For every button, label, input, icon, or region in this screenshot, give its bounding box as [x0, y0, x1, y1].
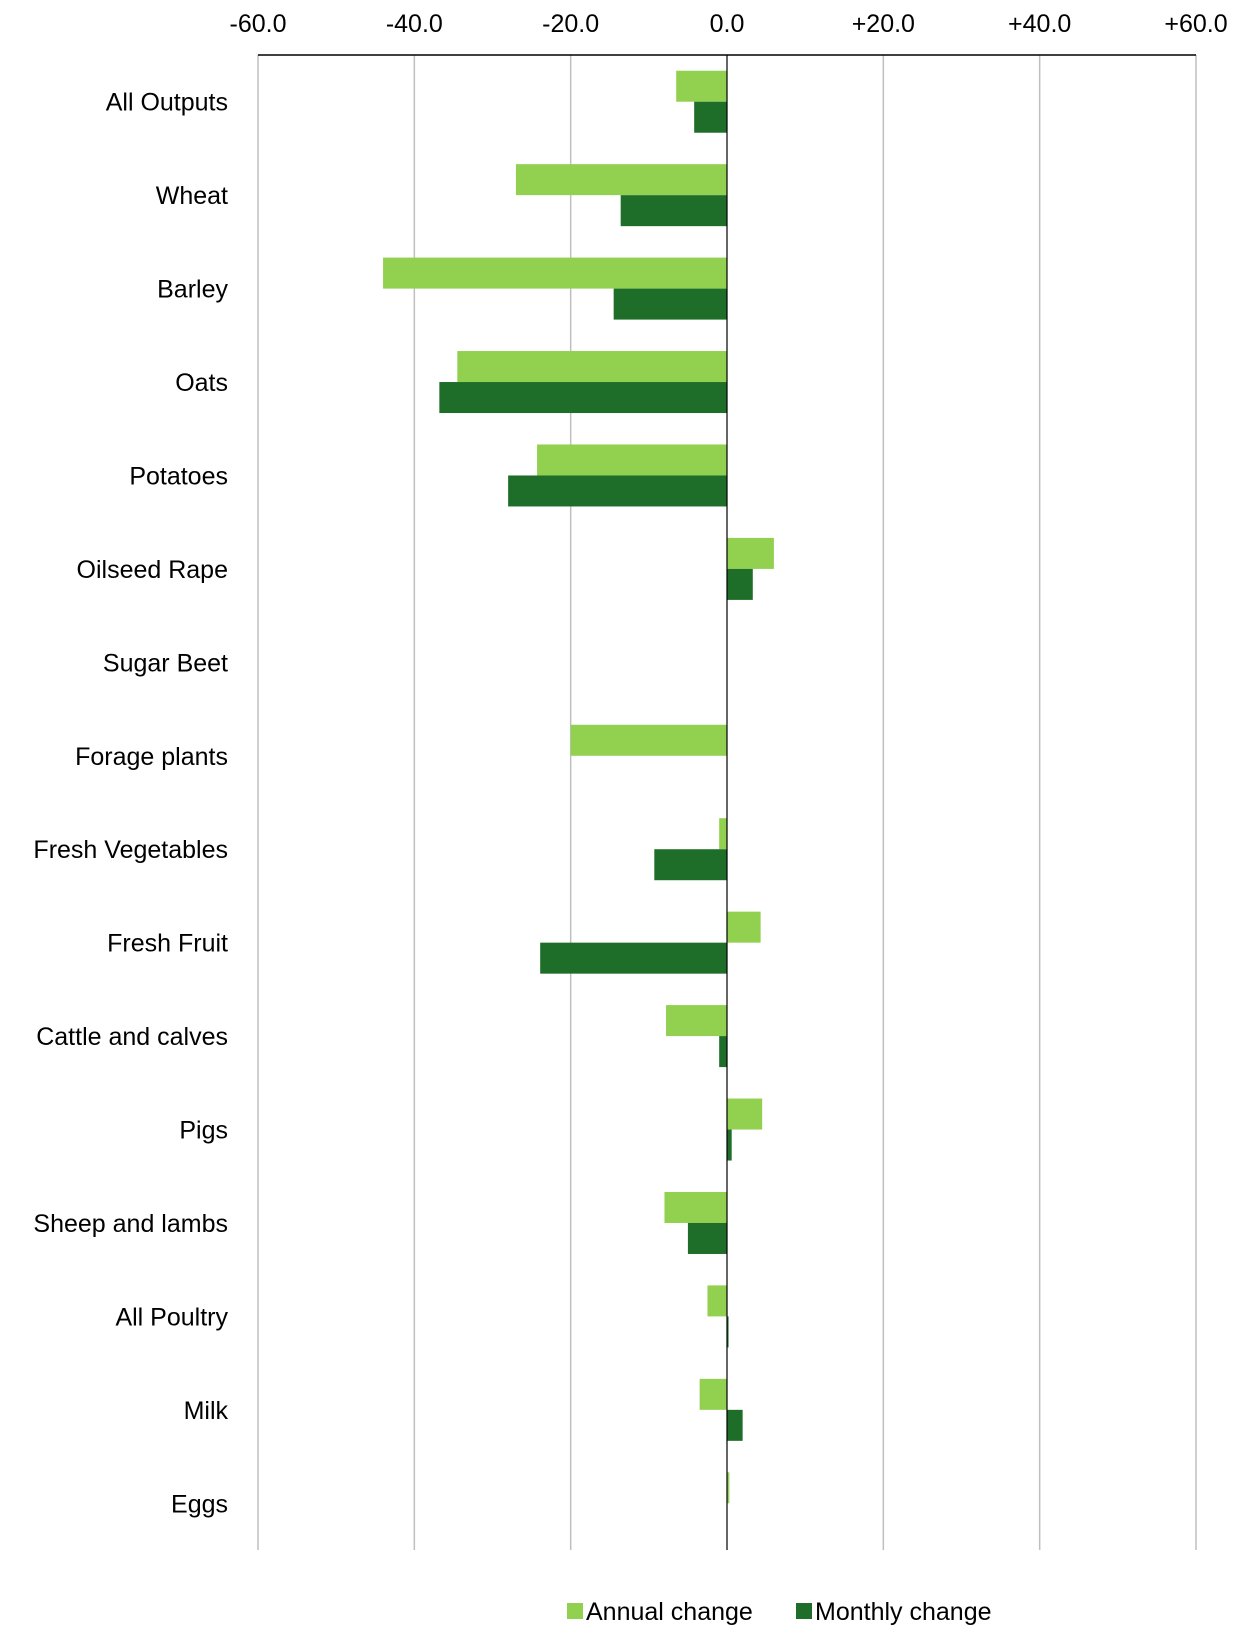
bar-monthly: [727, 1129, 732, 1161]
bar-annual: [699, 1378, 727, 1410]
category-label: Oats: [175, 369, 228, 397]
category-label: Barley: [157, 276, 228, 304]
bar-monthly: [694, 101, 727, 133]
bar-annual: [707, 1285, 727, 1317]
x-tick-label: +40.0: [1008, 10, 1071, 38]
bar-annual: [727, 1098, 763, 1130]
gridlines: [257, 55, 1197, 1550]
bar-annual: [727, 1472, 730, 1504]
bar-annual: [515, 164, 727, 196]
category-label: Pigs: [179, 1117, 228, 1145]
category-label: All Poultry: [115, 1303, 228, 1331]
x-tick-label: -60.0: [230, 10, 287, 38]
legend-label: Monthly change: [815, 1598, 992, 1626]
category-label: Sheep and lambs: [33, 1210, 228, 1238]
category-label: Milk: [184, 1397, 229, 1425]
category-label: Potatoes: [129, 462, 228, 490]
bars: [383, 70, 774, 1504]
x-tick-label: 0.0: [710, 10, 745, 38]
bar-monthly: [613, 288, 727, 320]
bar-monthly: [540, 942, 727, 974]
bar-monthly: [727, 1409, 743, 1441]
bar-annual: [727, 537, 774, 569]
bar-annual: [570, 724, 727, 756]
bar-monthly: [727, 568, 753, 600]
category-label: Fresh Fruit: [107, 930, 228, 958]
category-label: Wheat: [156, 182, 228, 210]
legend: Annual change Monthly change: [567, 1598, 992, 1626]
bar-monthly: [727, 1316, 729, 1348]
bar-monthly: [620, 195, 727, 227]
bar-annual: [664, 1191, 727, 1223]
x-tick-label: -40.0: [386, 10, 443, 38]
bar-monthly: [508, 475, 727, 507]
category-label: All Outputs: [106, 89, 228, 117]
category-label: Sugar Beet: [103, 649, 228, 677]
bar-monthly: [719, 1036, 727, 1068]
category-label: Oilseed Rape: [77, 556, 228, 584]
category-label: Cattle and calves: [36, 1023, 228, 1051]
x-tick-label: -20.0: [542, 10, 599, 38]
category-labels: All Outputs Wheat Barley Oats Potatoes Oilsee…: [33, 89, 228, 1519]
legend-label: Annual change: [586, 1598, 753, 1626]
bar-annual: [666, 1005, 727, 1037]
x-tick-label: +20.0: [852, 10, 915, 38]
bar-annual: [727, 911, 761, 943]
x-tick-labels: -60.0 -40.0 -20.0 0.0 +20.0 +40.0 +60.0: [230, 10, 1228, 38]
bar-annual: [383, 257, 727, 289]
legend-swatch: [567, 1603, 583, 1619]
axes: [258, 54, 1196, 1550]
bar-monthly: [439, 382, 727, 414]
x-tick-label: +60.0: [1164, 10, 1227, 38]
bar-annual: [537, 444, 727, 476]
bar-monthly: [654, 849, 727, 881]
bar-annual: [676, 70, 727, 102]
bar-annual: [719, 818, 727, 850]
category-label: Eggs: [171, 1490, 228, 1518]
category-label: Forage plants: [75, 743, 228, 771]
category-label: Fresh Vegetables: [33, 836, 228, 864]
bar-monthly: [687, 1222, 727, 1254]
legend-swatch: [796, 1603, 812, 1619]
bar-annual: [457, 351, 727, 383]
